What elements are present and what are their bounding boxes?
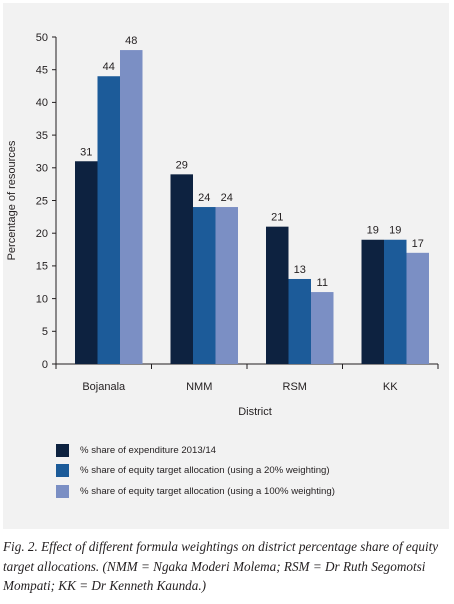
legend-swatch bbox=[56, 443, 69, 457]
y-tick-label: 25 bbox=[36, 195, 48, 207]
bar-value-label: 31 bbox=[80, 146, 92, 158]
y-tick-label: 50 bbox=[36, 32, 48, 44]
bar bbox=[266, 226, 289, 364]
y-tick-label: 40 bbox=[36, 97, 48, 109]
x-axis-title: District bbox=[238, 406, 272, 418]
bar bbox=[97, 76, 120, 365]
bar bbox=[170, 174, 193, 364]
legend-label: % share of equity target allocation (usi… bbox=[80, 485, 335, 497]
x-tick-label: RSM bbox=[283, 381, 307, 393]
legend-item: % share of equity target allocation (usi… bbox=[56, 462, 335, 480]
bar bbox=[361, 239, 384, 364]
bar bbox=[288, 278, 311, 364]
bar bbox=[75, 161, 98, 364]
legend-swatch bbox=[56, 484, 69, 498]
legend-item: % share of equity target allocation (usi… bbox=[56, 482, 335, 500]
bar bbox=[120, 50, 143, 365]
legend-item: % share of expenditure 2013/14 bbox=[56, 441, 335, 459]
bar-value-label: 24 bbox=[221, 192, 233, 204]
y-tick-label: 5 bbox=[42, 326, 48, 338]
bar-value-label: 48 bbox=[125, 35, 137, 47]
legend-label: % share of equity target allocation (usi… bbox=[80, 465, 330, 476]
bar-value-label: 11 bbox=[317, 277, 328, 289]
y-axis-title: Percentage of resources bbox=[6, 140, 18, 260]
y-tick-label: 0 bbox=[42, 359, 48, 371]
x-tick-label: KK bbox=[383, 381, 398, 393]
bar-value-label: 19 bbox=[389, 225, 401, 237]
bar-value-label: 29 bbox=[176, 159, 188, 171]
x-tick-label: NMM bbox=[186, 381, 212, 393]
chart-legend: % share of expenditure 2013/14 % share of… bbox=[56, 441, 335, 503]
bar bbox=[384, 239, 407, 364]
bar-value-label: 44 bbox=[103, 61, 115, 73]
y-tick-label: 45 bbox=[36, 65, 48, 77]
legend-label: % share of expenditure 2013/14 bbox=[80, 444, 217, 456]
bar-value-label: 19 bbox=[367, 225, 379, 237]
x-tick-label: Bojanala bbox=[82, 381, 126, 393]
y-tick-label: 35 bbox=[36, 130, 48, 142]
bar-value-label: 13 bbox=[294, 264, 306, 276]
y-tick-label: 30 bbox=[36, 163, 48, 175]
figure-caption: Fig. 2. Effect of different formula weig… bbox=[3, 539, 439, 593]
y-tick-label: 20 bbox=[36, 228, 48, 240]
bar-value-label: 17 bbox=[412, 238, 424, 250]
bar bbox=[193, 207, 216, 364]
y-tick-label: 15 bbox=[36, 261, 48, 273]
bar bbox=[406, 252, 429, 364]
bar-value-label: 21 bbox=[271, 212, 283, 224]
y-tick-label: 10 bbox=[36, 293, 48, 305]
bar-value-label: 24 bbox=[198, 192, 210, 204]
bar-chart: 0 5 10 15 20 25 30 35 40 45 50 31 44 48 Bojanala 29 24 24… bbox=[6, 32, 439, 418]
bar bbox=[311, 292, 334, 364]
bar bbox=[215, 207, 238, 364]
legend-swatch bbox=[56, 464, 69, 477]
